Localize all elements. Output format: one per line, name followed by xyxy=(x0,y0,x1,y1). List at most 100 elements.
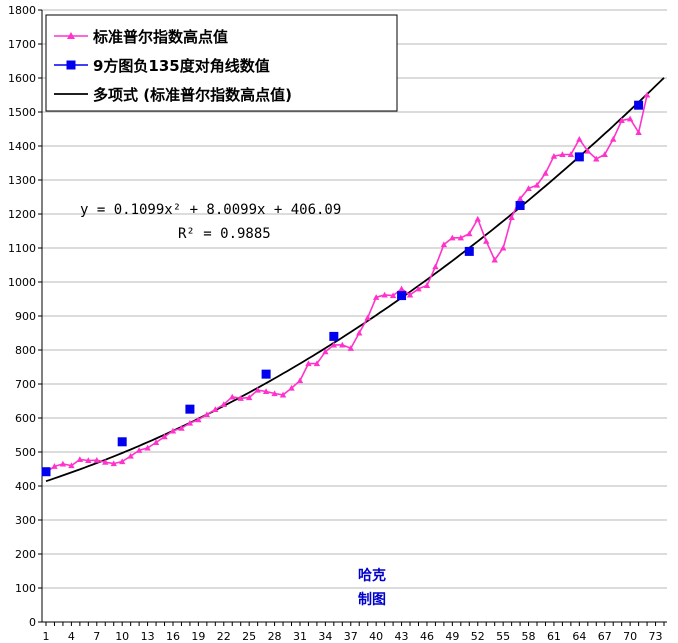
x-tick-label: 43 xyxy=(395,630,409,643)
y-tick-label: 400 xyxy=(15,480,36,493)
sp-high-point xyxy=(220,401,227,407)
sp-high-point xyxy=(423,282,431,288)
square-nine-point xyxy=(261,369,271,379)
legend-label: 标准普尔指数高点值 xyxy=(92,28,228,46)
y-tick-label: 1100 xyxy=(8,242,36,255)
sp-high-point xyxy=(626,115,634,122)
x-tick-label: 7 xyxy=(93,630,100,643)
legend-item: 多项式 (标准普尔指数高点值) xyxy=(54,86,292,104)
y-tick-label: 300 xyxy=(15,514,36,527)
sp-high-series xyxy=(42,91,651,475)
legend-box xyxy=(45,14,398,112)
sp-high-point xyxy=(381,291,388,298)
sp-high-point xyxy=(169,427,177,434)
x-tick-labels: 1 4 7 10 13 16 19 22 25 28 31 34 37 40 43 46 49 52 55 58 61 6… xyxy=(43,630,663,643)
square-nine-series xyxy=(41,100,644,477)
x-tick-label: 31 xyxy=(293,630,307,643)
sp-high-point xyxy=(271,390,278,397)
sp-high-point xyxy=(305,360,312,367)
sp-high-point xyxy=(59,460,67,467)
x-tick-label: 25 xyxy=(242,630,256,643)
x-tick-label: 4 xyxy=(68,630,75,643)
sp-high-point xyxy=(68,462,75,469)
sp-high-point xyxy=(491,256,498,263)
sp-high-point xyxy=(161,433,168,440)
sp-high-point xyxy=(576,136,583,142)
sp-high-point xyxy=(610,136,617,142)
x-tick-label: 40 xyxy=(369,630,383,643)
sp-high-point xyxy=(406,291,414,298)
sp-high-point xyxy=(152,439,160,446)
sp-high-point xyxy=(102,459,109,465)
y-tick-label: 800 xyxy=(15,344,36,357)
y-tick-labels: 0 100 200 300 400 500 600 700 800 900 1000 1100 1200… xyxy=(8,4,36,629)
square-nine-point xyxy=(329,331,339,341)
sp-high-point xyxy=(237,395,244,401)
y-tick-label: 1200 xyxy=(8,208,36,221)
sp-high-point xyxy=(643,91,651,98)
sp-high-point xyxy=(601,151,608,158)
sp-high-point xyxy=(76,456,84,463)
x-tick-label: 73 xyxy=(649,630,663,643)
sp-high-point xyxy=(449,234,456,241)
sp-high-point xyxy=(499,244,507,251)
x-tick-label: 46 xyxy=(420,630,434,643)
sp-high-point xyxy=(51,463,58,469)
y-tick-label: 600 xyxy=(15,412,36,425)
x-tick-label: 19 xyxy=(191,630,205,643)
x-tick-label: 13 xyxy=(141,630,155,643)
sp-high-point xyxy=(364,314,371,321)
sp-high-point xyxy=(178,425,185,431)
sp-high-point xyxy=(322,348,329,355)
sp-high-point xyxy=(347,345,354,351)
sp-high-point xyxy=(212,406,219,413)
x-tick-label: 49 xyxy=(445,630,459,643)
axes xyxy=(38,9,667,626)
sp-high-point xyxy=(508,214,515,220)
y-tick-label: 1800 xyxy=(8,4,36,17)
legend-item: 标准普尔指数高点值 xyxy=(54,28,228,46)
sp-high-point xyxy=(584,147,592,154)
sp-high-point xyxy=(398,285,405,292)
square-nine-point xyxy=(117,437,127,447)
trendline-path xyxy=(45,77,665,483)
x-tick-label: 67 xyxy=(598,630,612,643)
legend-swatch-square xyxy=(66,60,76,70)
trendline-r-squared: R² = 0.9885 xyxy=(178,226,271,242)
sp-high-point xyxy=(110,460,117,467)
sp-high-point xyxy=(93,456,100,463)
sp-high-point xyxy=(288,384,295,391)
sp-high-point xyxy=(203,411,211,418)
x-tick-label: 61 xyxy=(547,630,561,643)
author-label-2: 制图 xyxy=(358,591,386,608)
x-tick-label: 10 xyxy=(115,630,129,643)
sp-high-point xyxy=(127,452,134,459)
x-tick-label: 64 xyxy=(572,630,586,643)
x-tick-label: 52 xyxy=(471,630,485,643)
sp-high-point xyxy=(296,377,304,384)
x-tick-label: 37 xyxy=(344,630,358,643)
square-nine-point xyxy=(41,467,51,477)
x-tick-label: 22 xyxy=(217,630,231,643)
sp-high-point xyxy=(567,151,575,158)
sp-high-point xyxy=(356,329,363,336)
sp-high-point xyxy=(229,393,236,400)
sp-high-point xyxy=(186,419,194,426)
y-tick-label: 100 xyxy=(15,582,36,595)
legend-swatch-triangle xyxy=(67,32,75,39)
author-label-1: 哈克 xyxy=(358,567,386,584)
y-tick-label: 1600 xyxy=(8,72,36,85)
x-tick-label: 16 xyxy=(166,630,180,643)
sp-high-point xyxy=(262,388,270,395)
square-nine-point xyxy=(634,100,644,110)
y-tick-label: 500 xyxy=(15,446,36,459)
y-tick-label: 700 xyxy=(15,378,36,391)
sp-high-point xyxy=(559,151,566,158)
square-nine-point xyxy=(464,246,474,256)
sp-high-point xyxy=(144,444,151,451)
legend-label: 多项式 (标准普尔指数高点值) xyxy=(93,86,292,104)
sp-high-point xyxy=(415,285,422,292)
